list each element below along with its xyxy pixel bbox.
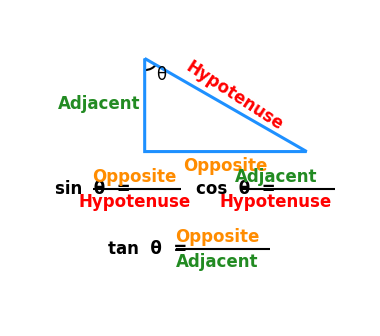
Text: Hypotenuse: Hypotenuse — [78, 193, 190, 211]
Text: Opposite: Opposite — [184, 157, 268, 175]
Text: sin  θ  =: sin θ = — [55, 180, 130, 198]
Text: Adjacent: Adjacent — [234, 168, 317, 186]
Text: Adjacent: Adjacent — [176, 253, 258, 270]
Text: θ: θ — [156, 66, 166, 84]
Text: Hypotenuse: Hypotenuse — [182, 58, 287, 134]
Text: Opposite: Opposite — [175, 228, 259, 246]
Text: tan  θ  =: tan θ = — [108, 240, 187, 258]
Text: Adjacent: Adjacent — [58, 95, 140, 113]
Text: cos  θ  =: cos θ = — [196, 180, 276, 198]
Text: Hypotenuse: Hypotenuse — [220, 193, 332, 211]
Text: Opposite: Opposite — [92, 168, 177, 186]
